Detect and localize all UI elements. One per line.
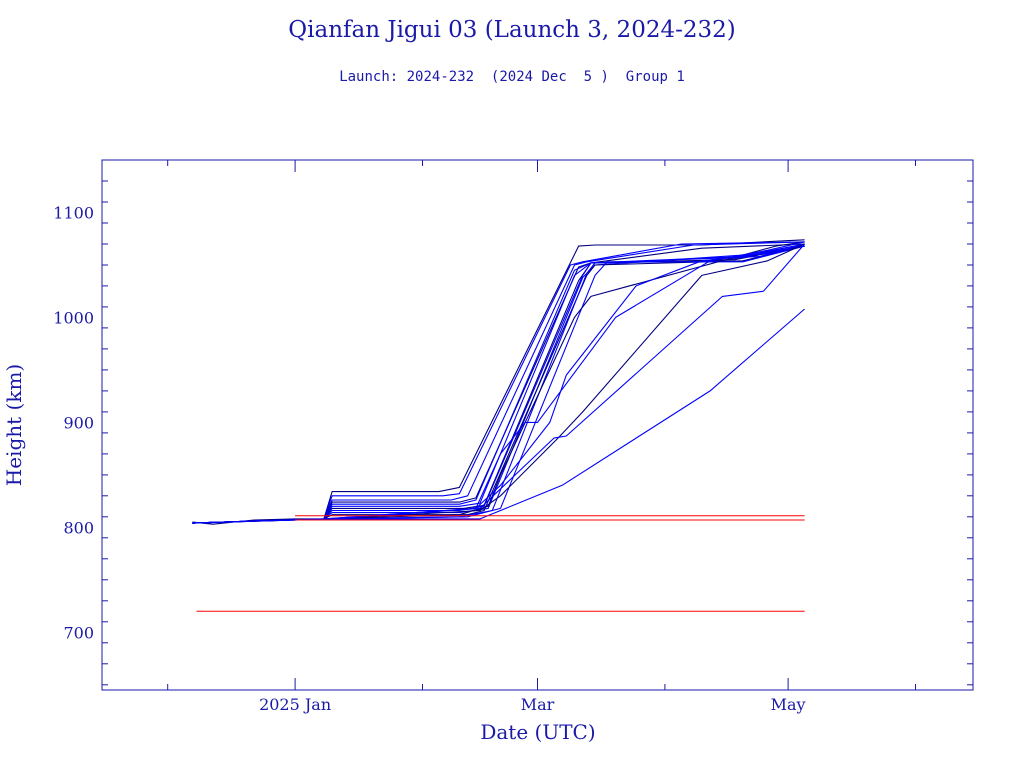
x-tick-label: May bbox=[771, 695, 806, 714]
y-tick-label: 1100 bbox=[53, 204, 94, 223]
series-line bbox=[192, 245, 805, 524]
axis-ticks bbox=[102, 159, 973, 690]
y-tick-label: 800 bbox=[63, 518, 94, 537]
series-line bbox=[192, 245, 805, 524]
series-line bbox=[192, 245, 805, 524]
series-line bbox=[192, 241, 805, 524]
reference-lines bbox=[196, 515, 805, 612]
x-axis-label: Date (UTC) bbox=[480, 720, 595, 744]
y-tick-label: 900 bbox=[63, 413, 94, 432]
series-line bbox=[192, 239, 805, 525]
y-tick-label: 1000 bbox=[53, 308, 94, 327]
plot-frame bbox=[101, 159, 974, 691]
y-tick-labels: 700 800 900 1000 1100 bbox=[53, 204, 94, 643]
series-lines bbox=[192, 239, 806, 525]
x-tick-label: 2025 Jan bbox=[259, 695, 331, 714]
y-tick-label: 700 bbox=[63, 623, 94, 642]
y-axis-label: Height (km) bbox=[2, 364, 26, 486]
chart-title: Qianfan Jigui 03 (Launch 3, 2024-232) bbox=[288, 17, 735, 43]
series-line bbox=[192, 245, 805, 524]
series-line bbox=[192, 245, 805, 524]
chart-subtitle: Launch: 2024-232 (2024 Dec 5 ) Group 1 bbox=[339, 69, 685, 85]
x-tick-label: Mar bbox=[521, 695, 555, 714]
series-line bbox=[192, 243, 806, 524]
x-tick-labels: 2025 Jan Mar May bbox=[259, 695, 806, 714]
